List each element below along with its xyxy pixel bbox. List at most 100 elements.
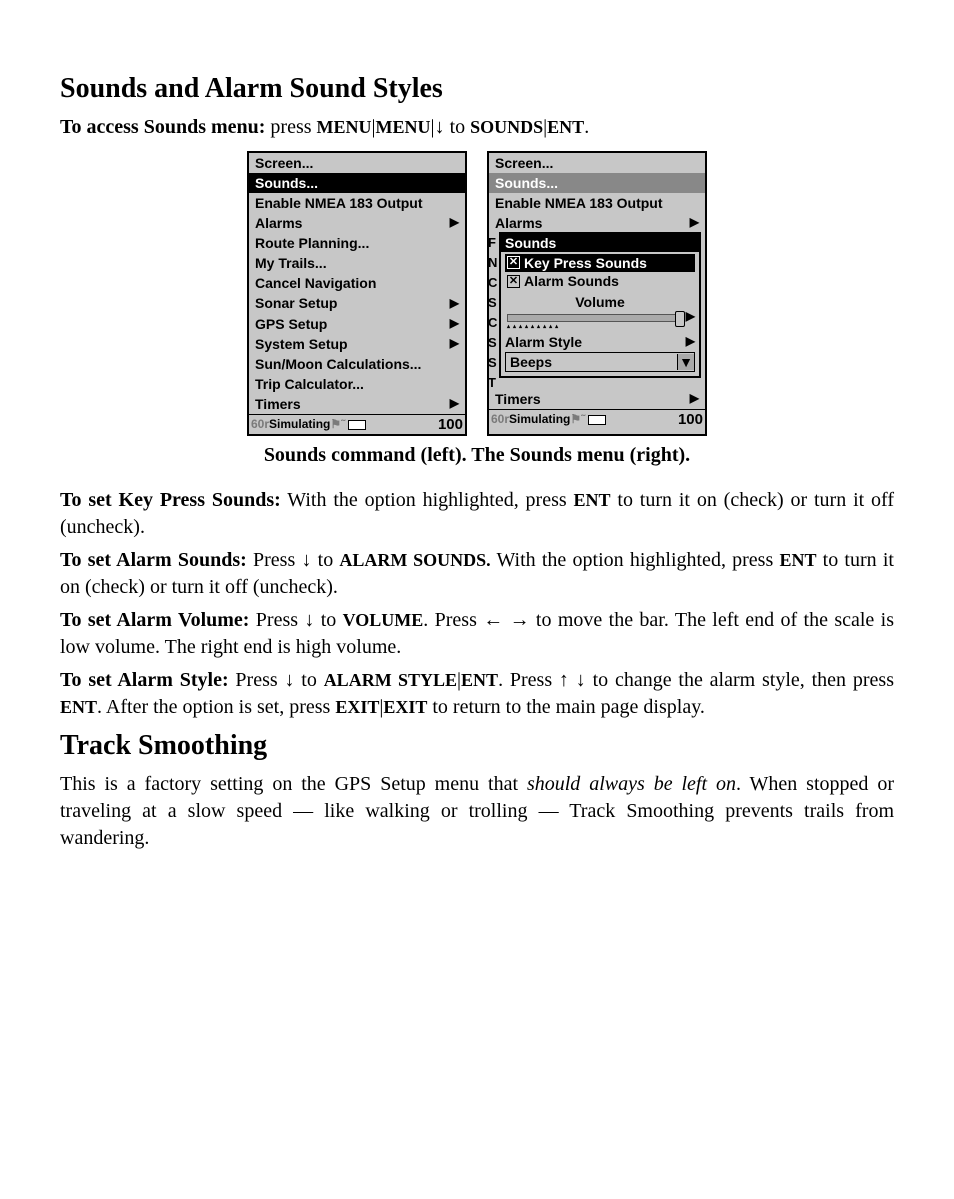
cut-letter: S [488, 353, 497, 373]
as-b2: With the option high­lighted, press [491, 549, 780, 571]
volume-knob[interactable] [675, 311, 685, 327]
sc-menu1: MENU [317, 117, 372, 137]
figure-wrap: Screen... Sounds... Enable NMEA 183 Output… [60, 151, 894, 436]
dropdown-icon[interactable]: ▼ [677, 354, 694, 370]
sc-ent: ENT [547, 117, 584, 137]
av-lead: To set Alarm Volume: [60, 609, 249, 631]
menu-item[interactable]: Sounds... [249, 173, 465, 193]
cut-letter: F [488, 233, 497, 253]
menu-item-label: Trip Calculator... [255, 376, 364, 392]
chevron-right-icon: ▶ [450, 337, 459, 351]
kps-b1: With the option highlighted, press [281, 489, 574, 511]
menu-item[interactable]: Sonar Setup ▶ [249, 293, 465, 313]
status-num-l: 100 [438, 416, 463, 433]
menu-item-label: Sounds... [255, 175, 318, 191]
menu-item[interactable]: My Trails... [249, 253, 465, 273]
opt-key-press[interactable]: Key Press Sounds [505, 254, 695, 272]
menu-item[interactable]: Enable NMEA 183 Output [489, 193, 705, 213]
cut-letter: C [488, 273, 497, 293]
menu-item[interactable]: Timers▶ [249, 394, 465, 414]
item-timers-r[interactable]: Timers ▶ [489, 389, 705, 409]
opt-alarm-sounds[interactable]: Alarm Sounds [505, 272, 695, 290]
menu-item[interactable]: GPS Setup ▶ [249, 314, 465, 334]
menu-item-label: Alarms [255, 215, 302, 231]
para-alarm-volume: To set Alarm Volume: Press ↓ to VOLUME. … [60, 607, 894, 661]
menu-item[interactable]: Screen... [249, 153, 465, 173]
ast-b1: Press ↓ to [229, 669, 324, 691]
menu-item[interactable]: Cancel Navigation [249, 273, 465, 293]
chevron-right-icon: ▶ [450, 216, 459, 230]
checkbox-icon [507, 256, 520, 269]
status-pre-l: 60r [251, 418, 269, 432]
volume-row: ▶ [505, 310, 695, 324]
chevron-right-icon: ▶ [690, 392, 699, 406]
chevron-right-icon: ▶ [450, 297, 459, 311]
sounds-popup: Sounds Key Press Sounds Alarm Sounds Vol… [499, 232, 701, 378]
as-ent: ENT [779, 550, 816, 570]
menu-item-label: Sounds... [495, 175, 558, 191]
flag-icon: ⚑˜ [330, 418, 345, 432]
para-track: This is a factory setting on the GPS Set… [60, 771, 894, 852]
alarm-style-row: Alarm Style ▶ [505, 334, 695, 350]
volume-ticks: ▴▴▴▴▴▴▴▴▴ [505, 324, 695, 330]
track-b1: This is a factory setting on the GPS Set… [60, 773, 527, 795]
para-key-press: To set Key Press Sounds: With the option… [60, 487, 894, 541]
status-left: 60rSimulating⚑˜ 100 [249, 414, 465, 434]
ast-exit: EXIT [335, 697, 379, 717]
popup-title: Sounds [501, 234, 699, 252]
menu-item-label: Sonar Setup [255, 295, 337, 311]
menu-item[interactable]: Trip Calculator... [249, 374, 465, 394]
select-value: Beeps [506, 353, 677, 371]
cut-letter: S [488, 293, 497, 313]
menu-item[interactable]: System Setup▶ [249, 334, 465, 354]
menu-item-label: GPS Setup [255, 316, 327, 332]
menu-item-label: Route Planning... [255, 235, 369, 251]
lcd-left: Screen... Sounds... Enable NMEA 183 Output… [247, 151, 467, 436]
chevron-right-icon: ▶ [686, 310, 695, 324]
ast-b2: . Press ↑ ↓ to change the alarm style, t… [498, 669, 894, 691]
ast-b4: to return to the main page display. [427, 696, 705, 718]
ast-ent1: ENT [461, 670, 498, 690]
ast-lead: To set Alarm Style: [60, 669, 229, 691]
battery-icon [348, 420, 366, 430]
cut-letter: T [488, 373, 497, 393]
sc-menu2: MENU [376, 117, 431, 137]
heading-track: Track Smoothing [60, 727, 894, 765]
av-target: VOLUME [343, 610, 424, 630]
alarm-style-label: Alarm Style [505, 334, 582, 350]
menu-item-label: Screen... [255, 155, 313, 171]
down-arrow: ↓ [435, 116, 445, 138]
as-target: ALARM SOUNDS. [339, 550, 490, 570]
figure-caption: Sounds command (left). The Sounds menu (… [60, 442, 894, 469]
heading-sounds: Sounds and Alarm Sound Styles [60, 70, 894, 108]
menu-item[interactable]: Alarms▶ [489, 213, 705, 233]
timers-label: Timers [495, 391, 541, 407]
access-line: To access Sounds menu: press MENU|MENU|↓… [60, 114, 894, 141]
cut-letter: N [488, 253, 497, 273]
menu-item[interactable]: Enable NMEA 183 Output [249, 193, 465, 213]
menu-item-label: My Trails... [255, 255, 327, 271]
chevron-right-icon: ▶ [450, 317, 459, 331]
menu-item[interactable]: Sounds... [489, 173, 705, 193]
av-b1: Press ↓ to [249, 609, 342, 631]
chevron-right-icon: ▶ [690, 216, 699, 230]
track-em: should always be left on [527, 773, 736, 795]
menu-item[interactable]: Alarms ▶ [249, 213, 465, 233]
cut-letter: S [488, 333, 497, 353]
volume-slider[interactable] [507, 314, 684, 322]
access-lead: To access Sounds menu: [60, 116, 265, 138]
menu-item-label: Timers [255, 396, 301, 412]
opt2-label: Alarm Sounds [524, 273, 619, 289]
kps-lead: To set Key Press Sounds: [60, 489, 281, 511]
status-pre-r: 60r [491, 413, 509, 427]
chevron-right-icon: ▶ [686, 335, 695, 349]
alarm-style-select[interactable]: Beeps ▼ [505, 352, 695, 372]
status-mid-r: Simulating [509, 413, 570, 427]
menu-item[interactable]: Screen... [489, 153, 705, 173]
as-lead: To set Alarm Sounds: [60, 549, 247, 571]
kps-ent: ENT [574, 490, 611, 510]
menu-item-label: Screen... [495, 155, 553, 171]
menu-item[interactable]: Sun/Moon Calculations... [249, 354, 465, 374]
menu-item[interactable]: Route Planning... [249, 233, 465, 253]
volume-label: Volume [505, 294, 695, 310]
